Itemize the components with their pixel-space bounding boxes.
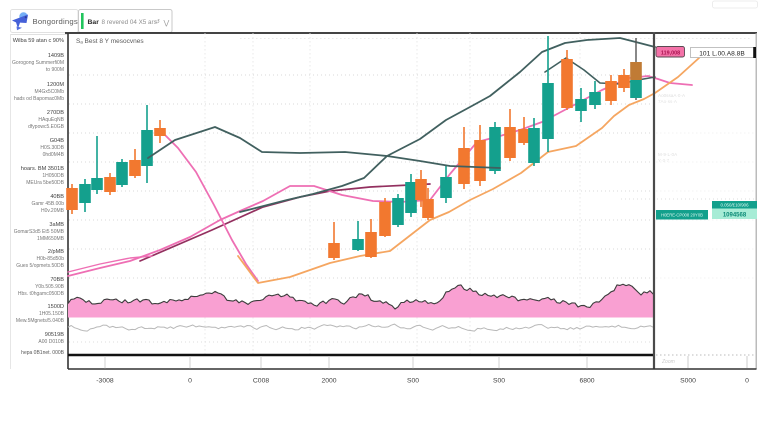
svg-text:C008: C008: [253, 378, 269, 385]
svg-text:1409B: 1409B: [48, 53, 64, 59]
svg-text:7Ao·ss·A: 7Ao·ss·A: [658, 99, 678, 104]
svg-text:1H05.150B: 1H05.150B: [39, 311, 65, 317]
svg-text:8 revered 04 X5 ars: 8 revered 04 X5 ars: [102, 19, 157, 26]
svg-text:↺: ↺: [155, 19, 160, 26]
svg-text:0hd0M4B: 0hd0M4B: [43, 152, 65, 158]
svg-text:H0v.20MB: H0v.20MB: [41, 208, 65, 214]
svg-text:270DB: 270DB: [47, 110, 64, 116]
svg-text:to 900M: to 900M: [46, 67, 64, 73]
svg-text:Bongordings: Bongordings: [33, 17, 78, 26]
svg-text:dfypowc5.E0GB: dfypowc5.E0GB: [28, 124, 65, 130]
svg-text:1200M: 1200M: [47, 82, 64, 88]
svg-text:0: 0: [188, 378, 192, 385]
svg-text:Bar: Bar: [88, 19, 100, 26]
svg-text:Y·0·7: Y·0·7: [658, 158, 670, 163]
svg-text:1H050DB: 1H050DB: [42, 173, 64, 179]
svg-text:GomarS3d5 Et5 50MB: GomarS3d5 Et5 50MB: [14, 229, 65, 235]
svg-text:101 L.00.A8.8B: 101 L.00.A8.8B: [699, 50, 745, 57]
svg-text:A00 D010B: A00 D010B: [38, 339, 64, 345]
svg-text:0.050/£10/906: 0.050/£10/906: [720, 203, 749, 208]
svg-text:Sₐ Best 8 Y mesocvnes: Sₐ Best 8 Y mesocvnes: [76, 38, 144, 45]
svg-text:2/pMB: 2/pMB: [48, 249, 64, 255]
svg-text:1MM650MB: 1MM650MB: [37, 236, 65, 242]
svg-text:M4Gx5C0Mb: M4Gx5C0Mb: [35, 89, 65, 95]
svg-text:Gues 5/opmets.50DB: Gues 5/opmets.50DB: [16, 263, 64, 269]
svg-text:40BB: 40BB: [50, 194, 64, 200]
svg-text:1500D: 1500D: [48, 304, 64, 310]
svg-text:Wilba 59 atan c 90%: Wilba 59 atan c 90%: [13, 38, 64, 44]
svg-text:HAquEqNB: HAquEqNB: [38, 117, 64, 123]
svg-text:Hbs. t0hgamc050DB: Hbs. t0hgamc050DB: [18, 291, 65, 297]
svg-text:119,008: 119,008: [661, 50, 680, 56]
svg-text:G04B: G04B: [50, 138, 65, 144]
svg-text:S00: S00: [407, 378, 419, 385]
svg-text:S00: S00: [493, 378, 505, 385]
svg-text:hepa 0B1net. 000B: hepa 0B1net. 000B: [21, 350, 64, 356]
svg-text:6800: 6800: [579, 378, 594, 385]
svg-text:Gamr 45B.00b: Gamr 45B.00b: [31, 201, 64, 207]
svg-text:H0ERE-CP008 20Y0B: H0ERE-CP008 20Y0B: [661, 213, 703, 218]
svg-text:0: 0: [745, 378, 749, 385]
svg-text:S000: S000: [680, 378, 696, 385]
svg-text:hoars. BM 3501B: hoars. BM 3501B: [21, 166, 64, 172]
svg-text:MEUra 5be50DB: MEUra 5be50DB: [26, 180, 64, 186]
svg-text:Mew.5Mgnets/5.040B: Mew.5Mgnets/5.040B: [16, 318, 65, 324]
svg-text:Y0b.505.90B: Y0b.505.90B: [35, 284, 65, 290]
svg-text:H0S.30DB: H0S.30DB: [40, 145, 64, 151]
svg-text:⋁: ⋁: [163, 19, 170, 27]
svg-text:M·9·L·0A: M·9·L·0A: [658, 152, 678, 157]
svg-text:Zoom: Zoom: [661, 359, 675, 365]
svg-text:70BB: 70BB: [50, 277, 64, 283]
svg-text:Ao0ssaA·0·A: Ao0ssaA·0·A: [658, 93, 686, 98]
svg-text:-3008: -3008: [96, 378, 114, 385]
svg-text:3aMB: 3aMB: [49, 222, 64, 228]
svg-text:Gorogong Summerfi0M: Gorogong Summerfi0M: [12, 60, 64, 66]
svg-text:1094568: 1094568: [723, 212, 747, 218]
svg-text:hads od Bapomac0Mb: hads od Bapomac0Mb: [14, 96, 64, 102]
svg-text:90519B: 90519B: [45, 332, 65, 338]
svg-text:H0b-85d50b: H0b-85d50b: [36, 256, 64, 262]
svg-text:2000: 2000: [321, 378, 336, 385]
